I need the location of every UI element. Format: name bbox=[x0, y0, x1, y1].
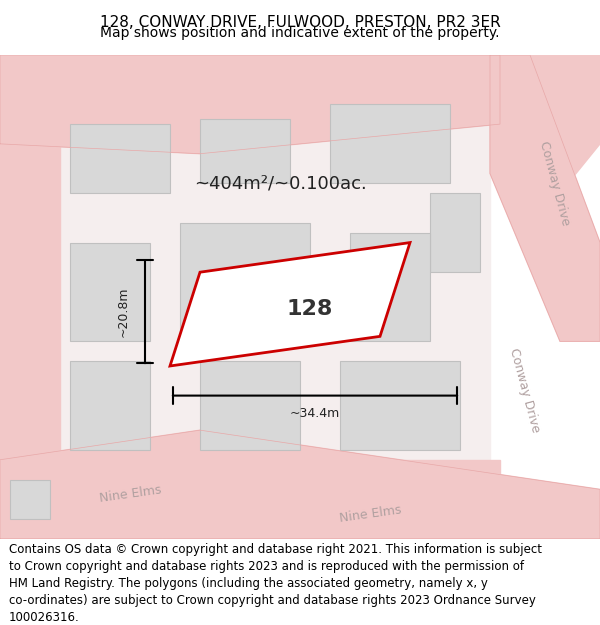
Text: Nine Elms: Nine Elms bbox=[338, 503, 402, 525]
Text: Map shows position and indicative extent of the property.: Map shows position and indicative extent… bbox=[100, 26, 500, 39]
Bar bbox=[200, 119, 290, 183]
Polygon shape bbox=[490, 55, 600, 341]
Polygon shape bbox=[60, 114, 490, 460]
Polygon shape bbox=[0, 430, 600, 539]
Polygon shape bbox=[60, 460, 500, 539]
Bar bbox=[200, 361, 300, 450]
Bar bbox=[70, 124, 170, 193]
Text: Nine Elms: Nine Elms bbox=[98, 484, 162, 505]
Text: 128, CONWAY DRIVE, FULWOOD, PRESTON, PR2 3ER: 128, CONWAY DRIVE, FULWOOD, PRESTON, PR2… bbox=[100, 16, 500, 31]
Bar bbox=[350, 232, 430, 341]
Polygon shape bbox=[0, 55, 500, 154]
Bar bbox=[330, 104, 450, 183]
Polygon shape bbox=[500, 55, 600, 193]
Bar bbox=[180, 223, 310, 341]
Polygon shape bbox=[170, 242, 410, 366]
Bar bbox=[70, 361, 150, 450]
Text: Conway Drive: Conway Drive bbox=[508, 347, 542, 434]
Text: ~20.8m: ~20.8m bbox=[116, 286, 130, 337]
Bar bbox=[430, 193, 480, 272]
Bar bbox=[70, 242, 150, 341]
Text: Contains OS data © Crown copyright and database right 2021. This information is : Contains OS data © Crown copyright and d… bbox=[9, 543, 542, 624]
Text: 128: 128 bbox=[287, 299, 333, 319]
Polygon shape bbox=[0, 55, 60, 539]
Bar bbox=[10, 479, 50, 519]
Text: Conway Drive: Conway Drive bbox=[538, 139, 572, 227]
Text: ~34.4m: ~34.4m bbox=[290, 407, 340, 420]
Bar bbox=[340, 361, 460, 450]
Text: ~404m²/~0.100ac.: ~404m²/~0.100ac. bbox=[194, 174, 367, 192]
